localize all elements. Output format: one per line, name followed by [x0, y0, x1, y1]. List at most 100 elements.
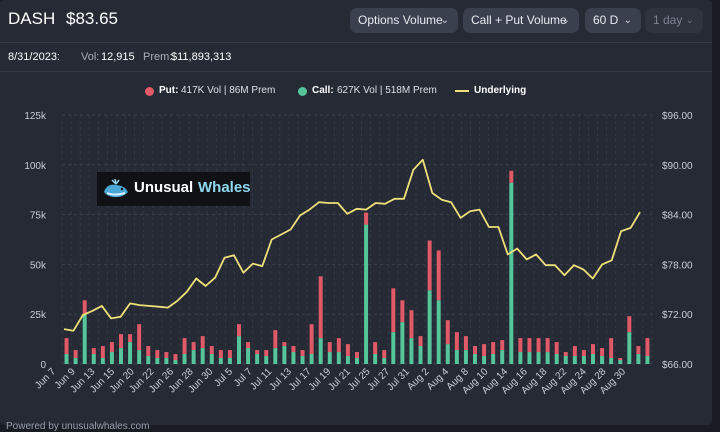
call-bar [600, 356, 605, 364]
put-bar [581, 350, 586, 357]
put-bar [627, 316, 632, 333]
premium-value: $11,893,313 [171, 51, 232, 63]
y-right-tick-label: $84.00 [662, 211, 693, 222]
call-bar [463, 350, 468, 364]
call-bar [128, 342, 133, 364]
call-bar [100, 358, 105, 364]
volume-value: 12,915 [101, 51, 135, 63]
put-bar [100, 346, 105, 359]
chevron-down-icon: ⌄ [440, 15, 449, 26]
call-bar [73, 358, 78, 364]
put-bar [445, 320, 450, 345]
y-right-tick-label: $66.00 [662, 360, 693, 371]
put-bar [91, 348, 96, 355]
footer-credit[interactable]: Powered by unusualwhales.com [6, 421, 150, 432]
call-bar [382, 358, 387, 364]
put-bar [382, 350, 387, 359]
call-bar [91, 354, 96, 364]
put-bar [336, 338, 341, 353]
call-bar [581, 356, 586, 364]
call-color-dot [298, 87, 307, 96]
call-bar [273, 348, 278, 364]
metric-dropdown[interactable]: Options Volume ⌄ [350, 8, 458, 33]
put-bar [282, 342, 287, 347]
call-bar [109, 352, 114, 364]
range-dropdown[interactable]: 60 D ⌄ [585, 8, 641, 33]
call-bar [418, 346, 423, 364]
put-bar [300, 350, 305, 357]
put-bar [527, 338, 532, 353]
call-bar [636, 354, 641, 364]
call-bar [645, 356, 650, 364]
put-bar [255, 350, 260, 355]
put-bar [618, 358, 623, 361]
call-bar [373, 354, 378, 364]
put-bar [345, 344, 350, 357]
call-bar [255, 354, 260, 364]
legend-call-name: Call: [312, 85, 334, 96]
legend-put-detail: 417K Vol | 86M Prem [181, 85, 276, 96]
put-bar [218, 350, 223, 359]
call-bar [209, 354, 214, 364]
underlying-line-swatch [455, 90, 469, 92]
call-bar [473, 354, 477, 364]
call-bar [146, 356, 151, 364]
put-bar [400, 300, 405, 323]
legend-underlying-name: Underlying [474, 85, 527, 96]
call-bar [137, 350, 142, 364]
call-bar [200, 348, 205, 364]
put-bar [463, 336, 468, 351]
put-bar [491, 342, 496, 355]
call-bar [445, 344, 450, 364]
put-bar [436, 250, 441, 301]
put-bar [554, 342, 559, 355]
call-bar [309, 354, 314, 364]
call-bar [554, 354, 559, 364]
interval-dropdown[interactable]: 1 day ⌄ [645, 8, 703, 33]
call-bar [327, 352, 332, 364]
put-bar [137, 324, 142, 351]
put-bar [109, 342, 114, 353]
put-bar [645, 338, 650, 357]
put-bar [636, 346, 641, 355]
call-bar [155, 358, 160, 364]
call-bar [318, 338, 323, 364]
put-bar [227, 350, 232, 359]
put-bar [518, 338, 523, 353]
put-bar [409, 310, 414, 339]
ticker-symbol: DASH [8, 9, 56, 28]
call-bar [627, 332, 632, 364]
call-bar [427, 290, 432, 364]
put-bar [146, 346, 151, 357]
volume-type-dropdown[interactable]: Call + Put Volume ⌄ [463, 8, 579, 33]
call-bar [454, 350, 459, 364]
put-color-dot [145, 87, 154, 96]
call-bar [527, 352, 532, 364]
call-bar [119, 348, 123, 364]
call-bar [482, 356, 487, 364]
call-bar [218, 358, 223, 364]
call-bar [191, 350, 196, 364]
logo-word-unusual: Unusual [134, 179, 194, 196]
put-bar [318, 276, 323, 339]
call-bar [345, 356, 350, 364]
call-bar [237, 336, 241, 364]
put-bar [128, 334, 133, 343]
chevron-down-icon: ⌄ [685, 15, 694, 26]
y-left-tick-label: 50k [30, 260, 47, 271]
put-bar [563, 352, 568, 357]
call-bar [246, 348, 251, 364]
put-bar [418, 336, 423, 347]
summary-date: 8/31/2023: [8, 51, 60, 63]
put-bar [200, 336, 205, 349]
premium-label: Prem: [143, 51, 173, 63]
y-left-tick-label: 100k [24, 161, 47, 172]
call-bar [591, 354, 595, 364]
call-bar [509, 182, 514, 364]
call-bar [355, 358, 359, 364]
call-bar [400, 322, 405, 364]
call-bar [518, 352, 523, 364]
call-bar [291, 352, 296, 364]
legend-put-name: Put: [159, 85, 179, 96]
put-bar [536, 338, 541, 353]
